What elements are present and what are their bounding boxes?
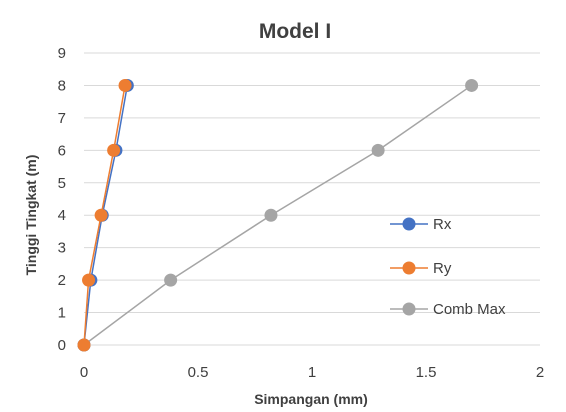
data-point-ry bbox=[94, 208, 108, 222]
y-tick-label: 9 bbox=[58, 45, 66, 62]
data-point-comb-max bbox=[164, 273, 178, 287]
data-series bbox=[77, 78, 479, 352]
y-tick-label: 6 bbox=[58, 142, 66, 159]
legend-label-ry: Ry bbox=[433, 260, 452, 277]
legend-marker-ry bbox=[402, 261, 416, 275]
x-tick-label: 1 bbox=[308, 364, 316, 381]
data-point-ry bbox=[107, 143, 121, 157]
x-tick-label: 0.5 bbox=[188, 364, 209, 381]
y-tick-label: 4 bbox=[58, 207, 66, 224]
data-point-ry bbox=[82, 273, 96, 287]
x-tick-label: 1.5 bbox=[416, 364, 437, 381]
legend-label-rx: Rx bbox=[433, 216, 452, 233]
y-tick-label: 1 bbox=[58, 305, 66, 322]
chart-title: Model I bbox=[259, 20, 331, 43]
y-tick-label: 3 bbox=[58, 240, 66, 257]
legend-label-comb-max: Comb Max bbox=[433, 301, 506, 318]
y-tick-label: 7 bbox=[58, 110, 66, 127]
y-tick-labels: 0 1 2 3 4 5 6 7 8 9 bbox=[58, 45, 66, 354]
data-point-comb-max bbox=[465, 78, 479, 92]
y-tick-label: 0 bbox=[58, 337, 66, 354]
y-tick-label: 2 bbox=[58, 272, 66, 289]
data-point-comb-max bbox=[264, 208, 278, 222]
gridlines bbox=[84, 52, 540, 346]
data-point-ry bbox=[118, 78, 132, 92]
data-point-ry bbox=[77, 338, 91, 352]
legend-marker-comb-max bbox=[402, 302, 416, 316]
x-tick-label: 2 bbox=[536, 364, 544, 381]
legend-marker-rx bbox=[402, 217, 416, 231]
y-tick-label: 5 bbox=[58, 175, 66, 192]
x-tick-label: 0 bbox=[80, 364, 88, 381]
legend: Rx Ry Comb Max bbox=[390, 216, 506, 318]
x-axis-label: Simpangan (mm) bbox=[254, 391, 368, 407]
y-axis-label: Tinggi Tingkat (m) bbox=[23, 155, 39, 276]
x-tick-labels: 0 0.5 1 1.5 2 bbox=[80, 364, 544, 381]
y-tick-label: 8 bbox=[58, 77, 66, 94]
data-point-comb-max bbox=[371, 143, 385, 157]
